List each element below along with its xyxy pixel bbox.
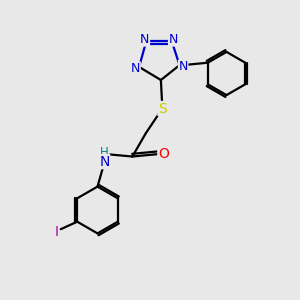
Text: H: H [100,146,109,159]
Text: O: O [158,147,169,161]
Text: N: N [131,62,140,75]
Text: N: N [169,33,178,46]
Text: S: S [158,101,167,116]
Text: N: N [178,60,188,73]
Text: N: N [99,154,110,169]
Text: I: I [54,225,58,239]
Text: N: N [140,33,149,46]
